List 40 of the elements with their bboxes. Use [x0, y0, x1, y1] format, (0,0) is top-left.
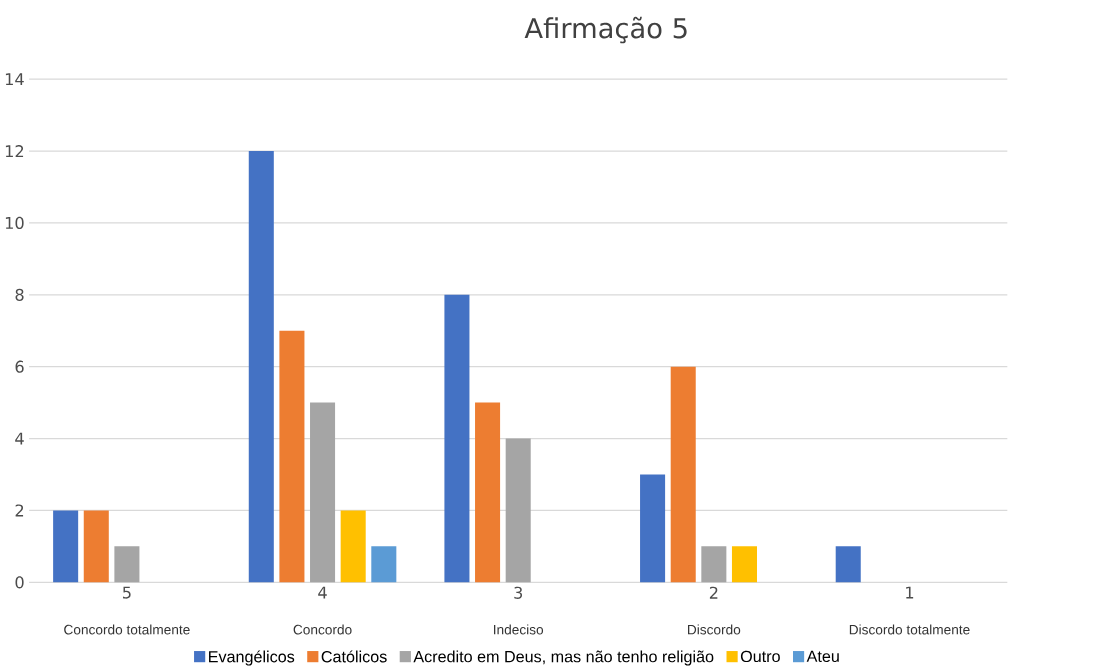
- y-tick-label: 2: [15, 504, 24, 517]
- bar: [114, 546, 140, 583]
- y-tick-label: 6: [15, 360, 24, 373]
- chart-title: Afirmação 5: [524, 16, 687, 44]
- text: Indeciso: [494, 624, 544, 635]
- legend-label: Outro: [740, 650, 780, 663]
- bar: [340, 510, 366, 583]
- bar: [83, 510, 109, 583]
- y-tick-label: 14: [5, 73, 24, 86]
- y-tick-label: 12: [5, 145, 24, 157]
- x-tick-label: 3: [514, 586, 523, 599]
- legend-label: Acredito em Deus, mas não tenho religião: [413, 650, 714, 666]
- bar: [731, 546, 757, 583]
- bar: [475, 402, 501, 583]
- bar: [279, 330, 305, 583]
- bar: [371, 546, 397, 583]
- bar: [701, 546, 727, 583]
- bar: [505, 438, 531, 583]
- bar: [53, 510, 79, 583]
- x-tick-label: 1: [906, 586, 914, 599]
- y-tick-label: 0: [15, 576, 24, 589]
- legend-label: Católicos: [321, 650, 387, 663]
- legend-label: Evangélicos: [209, 650, 295, 666]
- x-tick-label: 2: [709, 586, 718, 599]
- bar: [835, 546, 861, 583]
- bar: [640, 474, 666, 583]
- bar: [670, 366, 696, 583]
- legend-label: Ateu: [806, 650, 839, 662]
- y-tick-label: 4: [15, 432, 24, 445]
- text: Concordo totalmente: [64, 624, 190, 635]
- x-tick-label: 5: [123, 586, 131, 599]
- x-tick-label: 4: [318, 586, 327, 599]
- y-tick-label: 10: [5, 216, 24, 229]
- text: Concordo: [293, 624, 352, 635]
- bar: [248, 151, 274, 583]
- text: Discordo: [688, 624, 741, 635]
- bar: [310, 402, 336, 583]
- bar: [444, 294, 470, 583]
- text: Discordo totalmente: [849, 624, 970, 635]
- y-tick-label: 8: [15, 288, 24, 301]
